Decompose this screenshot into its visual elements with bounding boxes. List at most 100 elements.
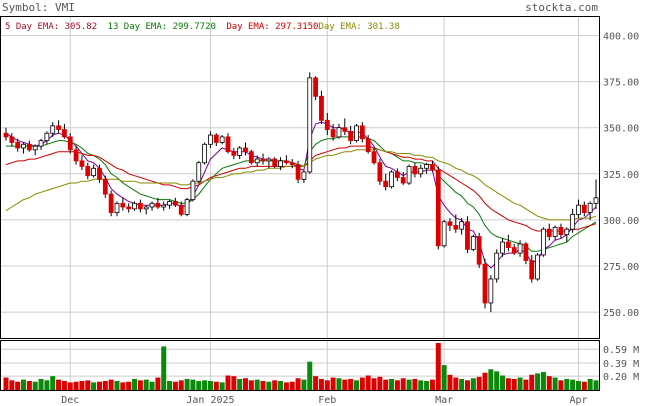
volume-bar [318,378,324,390]
candle [593,179,599,209]
candle [91,164,97,178]
volume-bar [178,380,184,390]
volume-bar [161,346,167,390]
candle [336,124,342,139]
candle-body [394,171,400,178]
candle-body [412,166,418,175]
candle [406,164,412,185]
candle [38,138,44,150]
candle [435,166,441,250]
volume-bar [418,380,424,390]
legend-ema-olive: Day EMA: 301.38 [318,22,399,32]
candle [260,153,266,165]
volume-bar [400,378,406,390]
candle-body [587,202,593,213]
volume-bar [207,381,213,390]
candle-body [570,213,576,230]
candle-body [62,129,67,138]
candle [587,201,593,220]
candle-body [324,119,330,130]
volume-bar [248,380,254,390]
candle [319,90,324,124]
candle-body [67,136,73,151]
volume-bar [9,380,15,390]
candle [383,173,389,191]
candle [541,227,546,257]
candle [143,205,149,215]
candle [447,218,453,231]
candle-body [202,143,208,164]
candle-body [243,147,248,153]
candle [3,127,9,141]
volume-bar [67,382,73,390]
candle [231,147,237,160]
candle-body [465,221,470,250]
volume-bar [213,381,219,390]
volume-bar [406,379,412,390]
volume-bar [172,381,178,390]
candle [330,124,336,141]
candle-body [389,171,394,188]
candle-body [546,228,552,237]
candle-body [278,160,283,167]
x-tick-label: Mar [435,395,453,406]
legend-ema-red: Day EMA: 297.3150 [226,22,318,32]
candle [50,122,56,137]
volume-bar [453,377,459,390]
volume-bar [132,378,138,390]
candle-body [114,202,120,213]
candle-body [9,136,15,143]
volume-bar [56,379,62,390]
volume-bar [137,380,143,390]
candle [56,120,61,134]
candle [219,135,225,145]
x-tick-label: Jan 2025 [186,395,234,406]
candle-body [283,160,289,164]
candle [44,131,50,145]
candle-body [593,197,599,204]
candle-body [225,136,231,153]
volume-bar [237,378,243,390]
candle-body [552,226,558,237]
volume-bar [184,378,190,390]
candle [102,175,108,198]
candle [482,258,488,309]
candle [85,162,91,180]
candle-body [441,221,447,247]
candle [505,234,511,252]
volume-bar [552,377,558,390]
candle-body [564,228,570,236]
volume-bar [190,379,196,390]
candle [424,162,429,174]
candle [307,72,313,174]
candle [301,170,307,184]
volume-bar [540,372,546,390]
candle [67,133,73,154]
candle [546,223,552,241]
volume-bar [243,378,249,390]
candle [400,171,406,185]
volume-tick-label: 0.59 M [603,345,639,356]
x-tick-label: Feb [318,395,336,406]
candle [283,155,289,165]
volume-tick-label: 0.39 M [603,359,639,370]
candle-body [470,236,476,250]
candle [500,238,505,257]
volume-bar [587,378,593,390]
y-tick-label: 375.00 [603,78,639,89]
candle [254,155,260,167]
candle [208,131,213,148]
candle [511,243,517,255]
candle-body [38,140,44,147]
candle-body [143,206,149,210]
volume-bar [593,380,599,390]
volume-bar [272,380,278,390]
volume-bar [546,376,552,390]
candle [494,249,500,283]
candle-body [219,136,225,143]
candle-body [313,77,319,97]
volume-bar [464,380,470,390]
volume-bar [353,380,359,390]
volume-bar [511,378,517,390]
volume-bar [500,375,506,390]
